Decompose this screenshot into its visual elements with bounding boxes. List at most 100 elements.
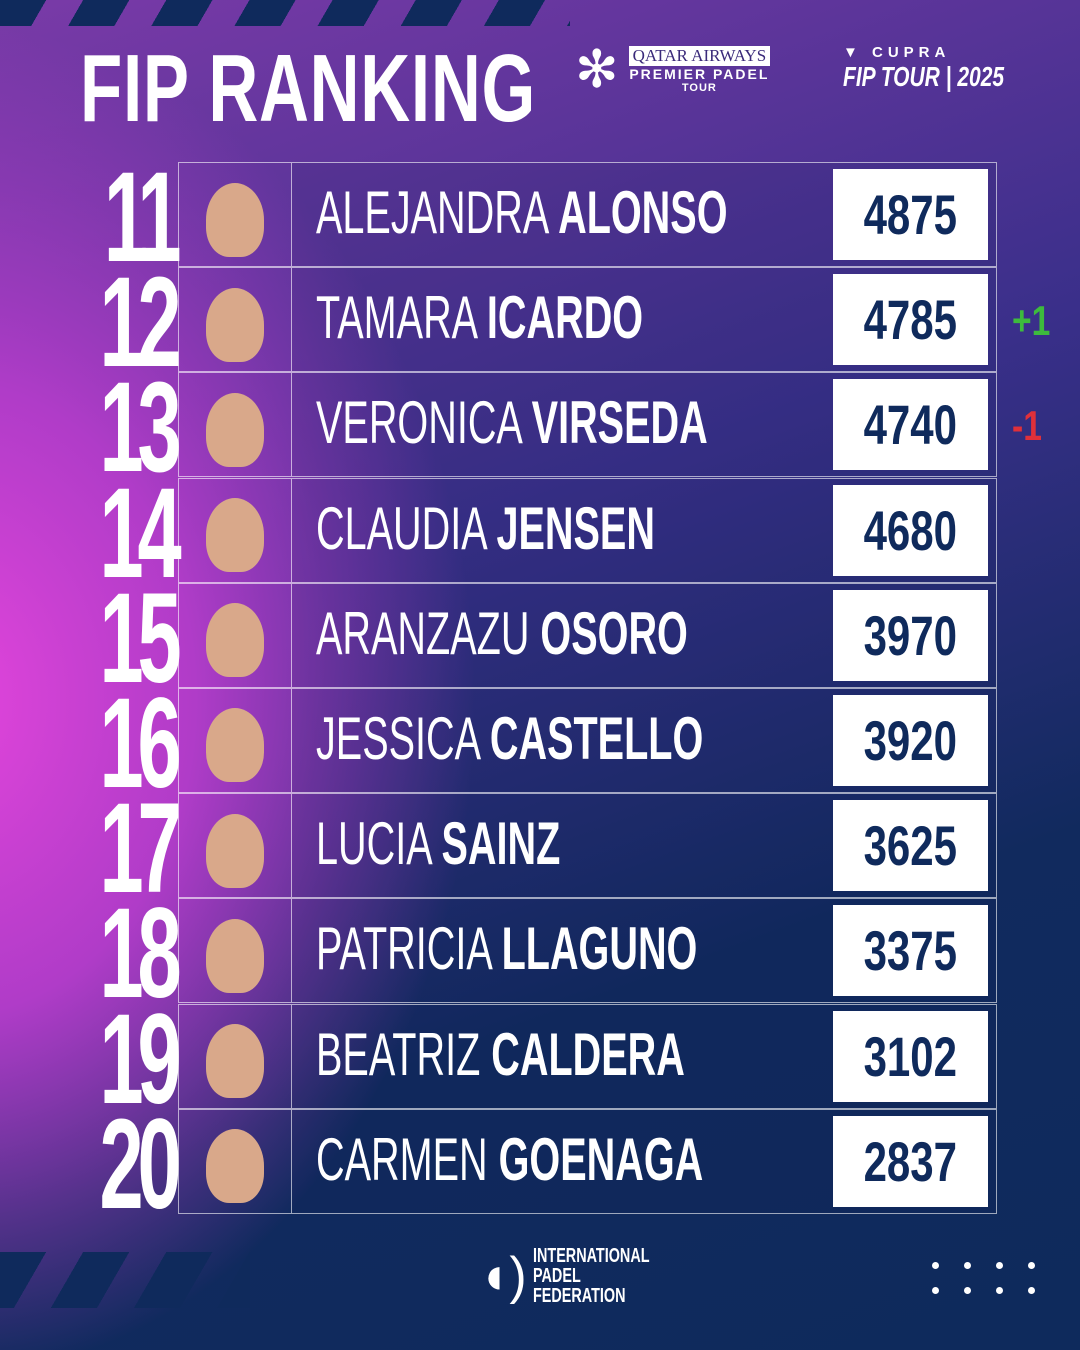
brand: CUPRA [872,44,951,61]
sponsor-line: TOUR [681,82,717,94]
page-title: FIP RANKING [80,35,536,142]
first-name: VERONICA [316,389,521,457]
first-name: BEATRIZ [316,1020,481,1088]
ranking-row: 11 ALEJANDRA ALONSO 4875 [0,154,1080,282]
first-name: TAMARA [316,284,476,352]
rank-number: 15 [99,566,181,710]
rank-change: +1 [1012,297,1051,345]
player-name: PATRICIA LLAGUNO [316,919,697,979]
points: 4680 [863,498,958,562]
rank-number: 16 [99,671,181,815]
first-name: ALEJANDRA [316,179,548,246]
rank-number: 13 [99,356,181,500]
player-photo [178,267,292,373]
points-box: 4785 [833,274,988,366]
player-photo [178,1108,292,1214]
rank-number: 17 [99,777,181,921]
first-name: LUCIA [316,810,431,878]
player-name: TAMARA ICARDO [316,288,643,348]
premier-padel-logo: ✻ QATAR AIRWAYS PREMIER PADEL TOUR [575,41,771,99]
player-name: LUCIA SAINZ [316,814,560,874]
rank-number: 19 [99,987,181,1131]
first-name: CLAUDIA [316,494,486,562]
org-line: INTERNATIONAL [532,1245,650,1267]
points-box: 3625 [833,800,988,892]
last-name: JENSEN [496,494,655,562]
rank-change: -1 [1012,402,1042,450]
points: 3970 [863,603,958,667]
first-name: ARANZAZU [316,599,530,667]
first-name: JESSICA [316,704,479,772]
last-name: VIRSEDA [531,389,708,457]
points: 3920 [863,708,958,772]
points-box: 3970 [833,589,988,681]
player-photo [178,687,292,793]
cupra-fip-tour-logo: ▼ CUPRA FIP TOUR | 2025 [843,44,1058,93]
ranking-row: 14 CLAUDIA JENSEN 4680 [0,469,1080,597]
ranking-row: 19 BEATRIZ CALDERA 3102 [0,995,1080,1123]
points: 2837 [863,1129,958,1193]
points-box: 3375 [833,905,988,997]
last-name: ICARDO [486,284,644,352]
rank-number: 12 [99,251,181,395]
player-photo [178,1003,292,1109]
points: 4875 [863,183,958,246]
first-name: PATRICIA [316,915,491,983]
last-name: GOENAGA [498,1125,704,1193]
points: 3102 [863,1024,958,1088]
player-photo [178,898,292,1004]
ranking-row: 16 JESSICA CASTELLO 3920 [0,679,1080,807]
points-box: 3920 [833,694,988,786]
player-photo [178,582,292,688]
player-name: ALEJANDRA ALONSO [316,183,727,243]
ranking-row: 17 LUCIA SAINZ 3625 [0,785,1080,913]
decorative-stripes-top [0,0,570,26]
player-name: CLAUDIA JENSEN [316,498,655,559]
player-name: ARANZAZU OSORO [316,603,688,664]
rank-number: 11 [103,146,182,289]
last-name: CALDERA [491,1020,685,1088]
org-line: FEDERATION [532,1285,626,1307]
player-name: BEATRIZ CALDERA [316,1024,685,1085]
points-box: 4740 [833,379,988,471]
ranking-row: 18 PATRICIA LLAGUNO 3375 [0,890,1080,1018]
player-name: CARMEN GOENAGA [316,1129,703,1190]
points: 3625 [863,814,958,878]
points: 4740 [863,393,958,457]
player-photo [178,372,292,478]
rank-number: 20 [99,1092,181,1236]
cupra-icon: ▼ [843,44,873,61]
sponsor-line: QATAR AIRWAYS [628,46,771,66]
player-photo [178,477,292,583]
rank-number: 18 [99,882,181,1026]
points: 3375 [863,919,958,983]
decorative-stripes-bottom [0,1252,250,1308]
points-box: 3102 [833,1010,988,1102]
ranking-row: 20 CARMEN GOENAGA 2837 [0,1100,1080,1228]
last-name: OSORO [540,599,688,667]
ranking-list: 11 ALEJANDRA ALONSO 4875 12 TAMARA ICARD… [0,154,1080,1229]
padel-ball-icon: ◖) [478,1247,527,1305]
ranking-row: 12 TAMARA ICARDO 4785 +1 [0,259,1080,387]
points: 4785 [863,288,958,352]
decorative-dots [932,1262,1060,1294]
points-box: 4680 [833,484,988,576]
tour-label: FIP TOUR | 2025 [843,61,1005,92]
sponsor-line: PREMIER PADEL [629,66,770,82]
player-photo [178,162,292,267]
player-name: JESSICA CASTELLO [316,708,703,769]
rank-number: 14 [99,461,181,605]
last-name: LLAGUNO [501,915,698,983]
flower-icon: ✻ [575,41,619,99]
first-name: CARMEN [316,1125,488,1193]
last-name: ALONSO [558,179,728,246]
player-photo [178,793,292,899]
last-name: CASTELLO [489,704,704,772]
last-name: SAINZ [441,810,561,878]
ranking-row: 15 ARANZAZU OSORO 3970 [0,574,1080,702]
ipf-logo: ◖) INTERNATIONAL PADEL FEDERATION [478,1246,695,1306]
ranking-row: 13 VERONICA VIRSEDA 4740 -1 [0,364,1080,492]
points-box: 4875 [833,169,988,260]
org-line: PADEL [532,1265,581,1287]
points-box: 2837 [833,1115,988,1207]
